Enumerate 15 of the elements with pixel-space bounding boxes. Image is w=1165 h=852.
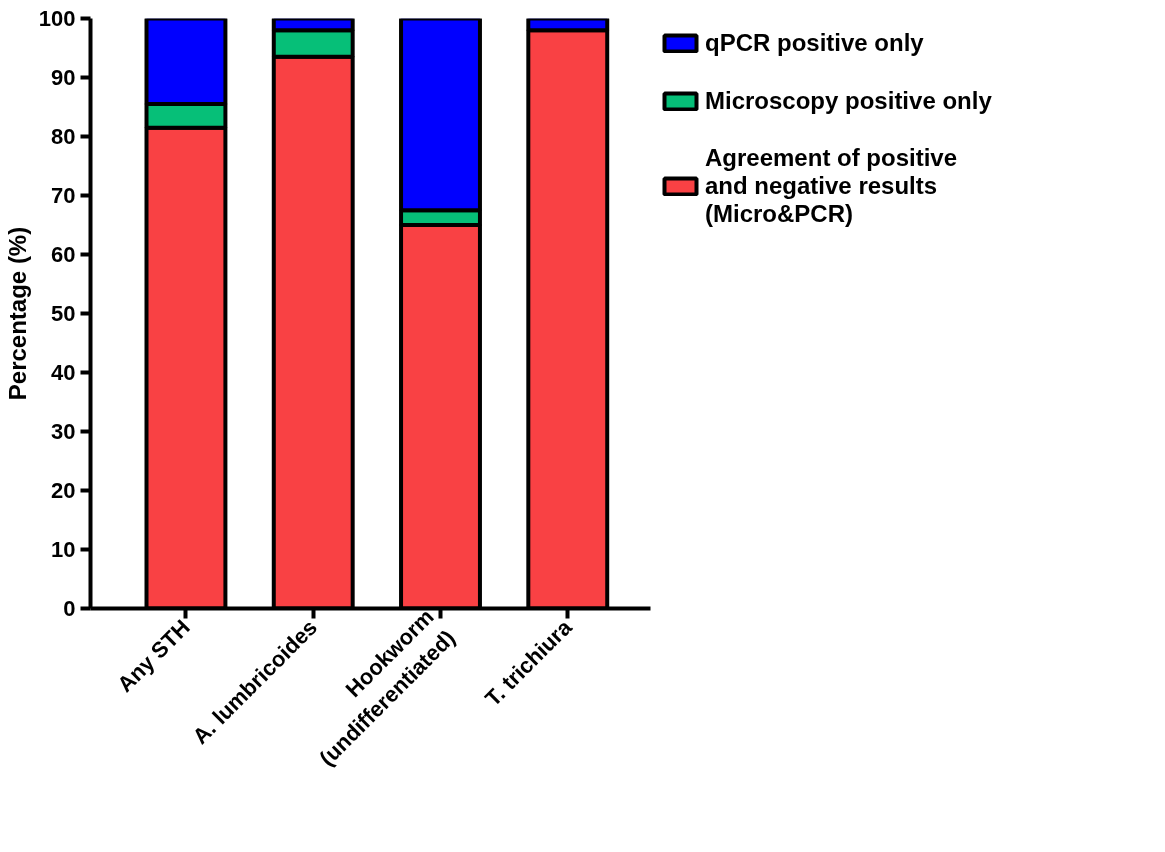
y-tick-label: 20 [51,478,76,503]
y-tick-label: 70 [51,183,76,208]
y-tick-label: 90 [51,65,76,90]
y-axis-title: Percentage (%) [3,226,31,401]
y-tick-label: 30 [51,419,76,444]
y-tick-label: 80 [51,124,76,149]
y-tick-label: 0 [63,596,76,621]
legend-label: qPCR positive only [705,28,924,58]
y-tick-label: 100 [38,6,76,31]
y-tick-label: 60 [51,242,76,267]
legend-label: Microscopy positive only [705,86,992,116]
y-tick-label: 50 [51,301,76,326]
legend-label: Agreement of positive and negative results (Micro&PCR) [705,144,958,228]
y-tick-label: 10 [51,537,76,562]
y-tick-label: 40 [51,360,76,385]
